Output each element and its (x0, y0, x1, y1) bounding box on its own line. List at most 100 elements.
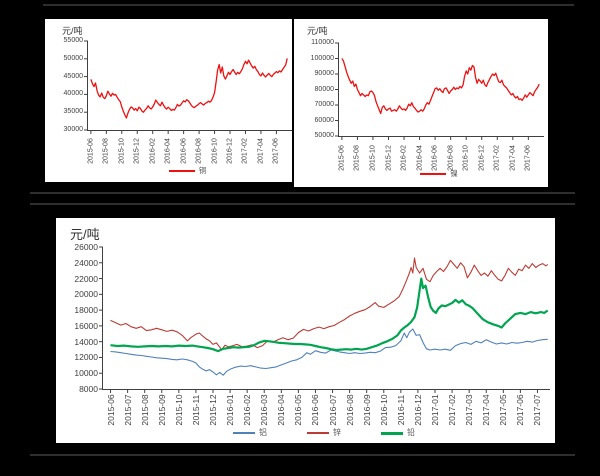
legend-item: 铜 (168, 166, 207, 176)
y-tick-label: 70000 (314, 101, 334, 108)
x-tick-label: 2016-02 (242, 394, 253, 426)
y-tick-label: 8000 (79, 384, 98, 394)
legend-line-swatch (420, 173, 447, 175)
x-tick-label: 2017-04 (509, 145, 517, 171)
legend-label: 镍 (450, 169, 458, 178)
y-tick-label: 12000 (74, 352, 98, 363)
separator-line-bottom (30, 454, 575, 456)
legend-label: 铅 (407, 428, 415, 437)
x-tick-label: 2017-06 (524, 145, 532, 171)
legend-line-swatch (381, 431, 403, 435)
legend-item: 镍 (420, 169, 458, 179)
plot-area (99, 246, 550, 393)
copper-chart-panel: 元/吨 55000 50000 45000 40000 35000 30000 2015-06… (45, 19, 292, 182)
x-tick-label: 2015-06 (87, 138, 95, 164)
x-tick-label: 2017-02 (447, 394, 458, 426)
x-tick-label: 2016-06 (180, 138, 188, 164)
y-tick-label: 110000 (311, 39, 334, 46)
y-tick-label: 100000 (310, 54, 334, 62)
x-tick-label: 2016-11 (395, 394, 406, 426)
chart-legend: 铜 (87, 166, 288, 176)
y-tick-label: 16000 (74, 320, 98, 331)
chart-legend: 铝锌铅 (102, 428, 546, 438)
x-tick-label: 2016-07 (327, 394, 338, 426)
separator-line-top (43, 4, 574, 6)
x-tick-label: 2015-10 (173, 394, 184, 426)
series-line-2 (110, 277, 549, 353)
y-tick-label: 18000 (74, 305, 98, 316)
x-tick-label: 2017-02 (241, 138, 249, 164)
y-axis-unit-label: 元/吨 (62, 26, 83, 36)
y-tick-label: 26000 (74, 242, 98, 252)
x-tick-label: 2015-09 (156, 394, 167, 426)
x-tick-label: 2016-02 (149, 138, 157, 164)
x-tick-label: 2015-10 (369, 145, 377, 171)
x-tick-label: 2016-08 (447, 145, 455, 171)
y-tick-label: 30000 (63, 126, 83, 133)
y-tick-label: 60000 (314, 116, 334, 124)
aluminum-zinc-lead-chart-panel: 元/吨 26000 24000 22000 20000 18000 16000 14000 12… (56, 218, 555, 443)
y-tick-label: 20000 (74, 289, 98, 300)
x-tick-label: 2015-12 (385, 145, 392, 171)
x-tick-label: 2016-06 (310, 394, 321, 426)
x-tick-label: 2016-10 (462, 145, 470, 171)
plot-area (84, 40, 292, 134)
x-tick-label: 2016-03 (259, 394, 270, 426)
series-line-0 (110, 328, 548, 376)
x-tick-label: 2016-09 (361, 394, 372, 426)
x-tick-label: 2016-12 (478, 145, 486, 171)
legend-line-swatch (233, 432, 255, 434)
x-tick-label: 2017-05 (498, 394, 509, 426)
x-tick-label: 2017-04 (257, 138, 265, 164)
y-axis-unit-label: 元/吨 (307, 26, 328, 36)
x-tick-label: 2015-11 (190, 394, 201, 426)
x-tick-label: 2016-04 (164, 138, 172, 164)
y-tick-label: 80000 (314, 85, 334, 93)
y-tick-label: 50000 (314, 132, 334, 139)
x-tick-label: 2015-06 (105, 394, 116, 426)
aluminum-zinc-lead-price-chart: 元/吨 26000 24000 22000 20000 18000 16000 14000 12… (56, 218, 555, 443)
x-tick-label: 2016-12 (226, 138, 234, 164)
legend-label: 铜 (198, 166, 207, 175)
x-tick-label: 2016-01 (225, 394, 236, 426)
y-tick-label: 22000 (74, 273, 98, 284)
y-tick-label: 35000 (63, 108, 83, 116)
x-tick-label: 2015-06 (338, 145, 346, 171)
legend-item: 铅 (381, 428, 415, 438)
x-tick-label: 2017-06 (272, 138, 280, 164)
x-tick-label: 2015-12 (133, 138, 141, 164)
legend-line-swatch (307, 432, 329, 434)
x-tick-label: 2017-06 (515, 394, 526, 426)
x-tick-label: 2017-07 (532, 394, 543, 426)
legend-item: 铝 (233, 428, 267, 438)
x-tick-label: 2016-08 (344, 394, 355, 426)
x-tick-label: 2016-06 (431, 145, 439, 171)
x-tick-label: 2017-02 (493, 145, 501, 171)
x-tick-label: 2015-07 (122, 394, 133, 426)
x-tick-label: 2015-10 (118, 138, 126, 164)
x-tick-label: 2016-04 (416, 145, 424, 171)
y-axis-unit-label: 元/吨 (70, 227, 100, 242)
y-tick-label: 55000 (63, 37, 83, 44)
series-line-0 (90, 58, 288, 119)
legend-label: 锌 (333, 428, 341, 437)
y-tick-label: 45000 (63, 72, 83, 80)
series-line-1 (110, 257, 549, 351)
x-tick-label: 2017-03 (464, 394, 475, 426)
y-tick-label: 24000 (74, 257, 98, 268)
chart-legend: 镍 (338, 169, 540, 179)
x-tick-label: 2016-02 (400, 145, 408, 171)
nickel-chart-panel: 元/吨 110000 100000 90000 80000 70000 60000 50000… (294, 19, 548, 187)
legend-label: 铝 (259, 428, 267, 437)
x-tick-label: 2016-12 (412, 394, 423, 426)
x-tick-label: 2016-04 (276, 394, 287, 426)
y-tick-label: 50000 (63, 54, 83, 62)
x-tick-label: 2015-08 (353, 145, 361, 171)
legend-line-swatch (168, 170, 195, 172)
y-tick-label: 40000 (63, 90, 83, 98)
x-tick-label: 2017-04 (481, 394, 492, 426)
copper-price-chart: 元/吨 55000 50000 45000 40000 35000 30000 2015-06… (45, 19, 292, 182)
x-tick-label: 2015-08 (102, 138, 110, 164)
x-tick-label: 2016-05 (293, 394, 304, 426)
x-tick-label: 2015-08 (139, 394, 150, 426)
